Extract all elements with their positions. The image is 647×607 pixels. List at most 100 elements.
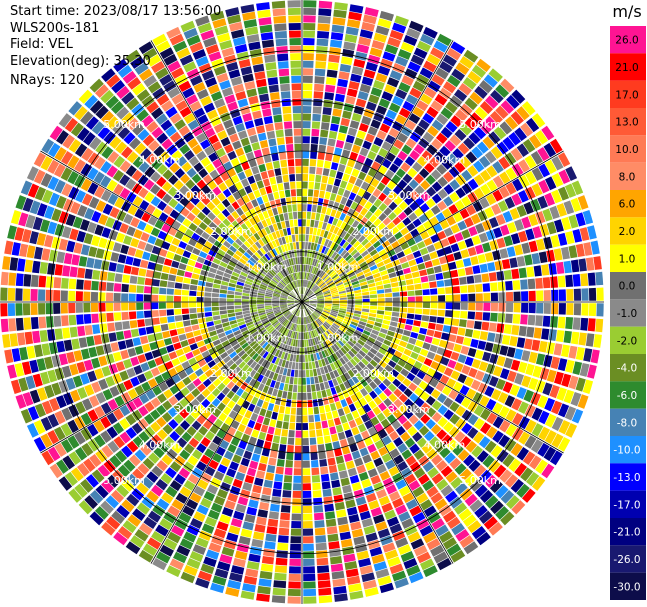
velocity-gate xyxy=(439,446,451,459)
velocity-gate xyxy=(202,216,212,226)
velocity-gate xyxy=(334,93,345,103)
velocity-gate xyxy=(409,131,421,143)
velocity-gate xyxy=(47,446,61,462)
velocity-gate xyxy=(473,187,485,200)
velocity-gate xyxy=(231,375,240,384)
velocity-gate xyxy=(89,100,104,114)
velocity-gate xyxy=(267,426,275,435)
velocity-gate xyxy=(290,407,296,415)
velocity-gate xyxy=(306,347,310,355)
velocity-gate xyxy=(195,537,209,548)
velocity-gate xyxy=(351,210,360,220)
velocity-gate xyxy=(426,407,437,418)
velocity-gate xyxy=(302,370,306,378)
velocity-gate xyxy=(369,390,378,400)
velocity-gate xyxy=(227,426,237,436)
velocity-gate xyxy=(166,295,174,302)
velocity-gate xyxy=(235,358,243,366)
velocity-gate xyxy=(288,250,293,258)
velocity-gate xyxy=(332,275,340,282)
velocity-gate xyxy=(258,312,266,316)
velocity-gate xyxy=(412,345,422,354)
velocity-gate xyxy=(447,516,461,530)
velocity-gate xyxy=(245,201,254,210)
velocity-gate xyxy=(303,536,314,544)
velocity-gate xyxy=(302,249,305,257)
velocity-gate xyxy=(19,346,29,361)
velocity-gate xyxy=(575,346,585,361)
velocity-gate xyxy=(338,71,350,80)
velocity-gate xyxy=(174,230,184,240)
velocity-gate xyxy=(128,311,137,320)
velocity-gate xyxy=(346,575,361,585)
velocity-gate xyxy=(215,446,226,457)
velocity-gate xyxy=(339,180,348,189)
velocity-gate xyxy=(137,463,150,476)
velocity-gate xyxy=(260,283,268,289)
velocity-gate xyxy=(393,157,404,167)
velocity-gate xyxy=(397,236,407,245)
velocity-gate xyxy=(351,262,359,269)
velocity-gate xyxy=(235,250,243,258)
velocity-gate xyxy=(372,343,380,351)
colorbar-cell xyxy=(610,572,646,600)
velocity-gate xyxy=(287,437,295,445)
velocity-gate xyxy=(335,245,342,253)
velocity-gate xyxy=(351,450,361,460)
velocity-gate xyxy=(121,91,135,105)
velocity-gate xyxy=(240,213,249,223)
velocity-gate xyxy=(173,179,184,191)
velocity-gate xyxy=(311,128,320,137)
velocity-gate xyxy=(315,535,327,543)
velocity-gate xyxy=(77,325,86,337)
velocity-gate xyxy=(537,442,550,458)
velocity-gate xyxy=(22,288,31,301)
velocity-gate xyxy=(330,336,337,343)
velocity-gate xyxy=(254,345,262,353)
velocity-gate xyxy=(283,252,288,260)
velocity-gate xyxy=(484,474,498,488)
velocity-gate xyxy=(450,549,466,563)
velocity-gate xyxy=(376,130,387,140)
velocity-gate xyxy=(308,181,315,190)
velocity-gate xyxy=(302,196,308,204)
velocity-gate xyxy=(107,440,120,454)
velocity-gate xyxy=(288,322,293,330)
velocity-gate xyxy=(375,568,390,579)
velocity-gate xyxy=(261,237,268,245)
velocity-gate xyxy=(348,11,362,21)
velocity-gate xyxy=(62,455,76,470)
velocity-gate xyxy=(571,180,584,196)
velocity-gate xyxy=(138,405,149,417)
velocity-gate xyxy=(123,329,132,339)
velocity-gate xyxy=(171,357,181,367)
velocity-gate xyxy=(328,379,334,388)
velocity-gate xyxy=(408,337,417,345)
velocity-gate xyxy=(479,331,488,341)
velocity-gate xyxy=(325,223,332,232)
velocity-gate xyxy=(117,464,131,478)
velocity-gate xyxy=(375,351,384,360)
velocity-gate xyxy=(430,424,442,435)
velocity-gate xyxy=(496,141,509,155)
velocity-gate xyxy=(337,408,345,417)
azimuth-spoke xyxy=(150,40,303,303)
velocity-gate xyxy=(269,259,276,267)
velocity-gate xyxy=(111,80,126,94)
velocity-gate xyxy=(511,193,523,206)
velocity-gate xyxy=(108,332,117,342)
velocity-gate xyxy=(114,321,123,331)
velocity-gate xyxy=(389,254,399,262)
velocity-gate xyxy=(317,30,330,39)
velocity-gate xyxy=(395,114,407,125)
velocity-gate xyxy=(348,175,357,185)
velocity-gate xyxy=(435,459,448,472)
velocity-gate xyxy=(361,115,372,126)
velocity-gate xyxy=(387,347,396,355)
velocity-gate xyxy=(325,77,337,86)
velocity-gate xyxy=(354,364,363,372)
velocity-gate xyxy=(245,394,254,403)
velocity-gate xyxy=(398,81,411,93)
velocity-gate xyxy=(8,318,17,332)
range-ring-labels: 1.00km1.00km1.00km1.00km2.00km2.00km2.00… xyxy=(103,118,501,487)
